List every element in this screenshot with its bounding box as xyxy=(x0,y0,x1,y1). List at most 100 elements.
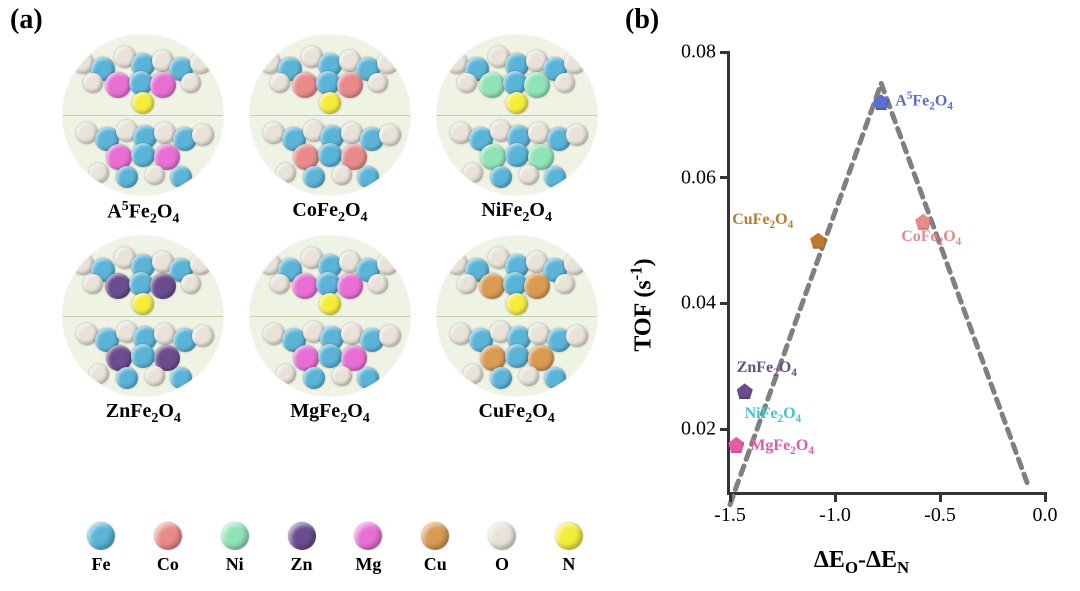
atom-o xyxy=(276,163,296,183)
atom-o xyxy=(519,165,539,185)
data-point-mgfe2o4 xyxy=(728,437,744,453)
atom-dopant xyxy=(524,72,550,98)
atom-fe xyxy=(544,166,566,188)
atom-dopant xyxy=(479,273,505,299)
atom-dopant xyxy=(479,72,505,98)
structure-nife2o4: NiFe2O4 xyxy=(427,35,607,228)
atom-fe xyxy=(503,272,527,296)
legend-item-co: Co xyxy=(137,522,199,575)
atom-o xyxy=(457,73,477,93)
structure-a5fe2o4: A5Fe2O4 xyxy=(53,35,233,228)
atom-fe xyxy=(490,367,512,389)
atom-fe xyxy=(116,166,138,188)
atom-dopant xyxy=(292,72,318,98)
legend-label: Co xyxy=(157,554,179,575)
atom-o xyxy=(276,364,296,384)
x-tick-label: -0.5 xyxy=(924,504,956,527)
atom-fe xyxy=(357,166,379,188)
atom-o xyxy=(190,52,212,74)
atom-n xyxy=(506,293,528,315)
data-point-label-mgfe2o4: MgFe2O4 xyxy=(750,437,814,457)
structure-label: CoFe2O4 xyxy=(292,199,367,226)
atom-fe xyxy=(505,344,529,368)
atom-o xyxy=(555,274,575,294)
y-tick-label: 0.04 xyxy=(681,292,716,315)
structure-cofe2o4: CoFe2O4 xyxy=(240,35,420,228)
data-point-label-a5fe2o4: A5Fe2O4 xyxy=(895,90,953,113)
atom-fe xyxy=(318,143,342,167)
atom-o xyxy=(192,325,214,347)
legend-label: Cu xyxy=(424,554,447,575)
structure-circle xyxy=(437,35,597,195)
atom-o xyxy=(181,73,201,93)
atom-o xyxy=(566,124,588,146)
atom-fe xyxy=(357,367,379,389)
structure-znfe2o4: ZnFe2O4 xyxy=(53,236,233,427)
legend-item-ni: Ni xyxy=(204,522,266,575)
x-tick xyxy=(729,492,732,502)
atom-fe xyxy=(116,367,138,389)
atom-o xyxy=(463,163,483,183)
legend-label: Zn xyxy=(291,554,313,575)
atom-o xyxy=(519,366,539,386)
atom-o xyxy=(564,253,586,275)
atom-n xyxy=(319,92,341,114)
atom-legend: FeCoNiZnMgCuON xyxy=(70,522,600,575)
legend-ball xyxy=(354,522,382,550)
legend-ball xyxy=(221,522,249,550)
x-axis-label: ΔEO-ΔEN xyxy=(814,547,909,578)
atom-o xyxy=(89,364,109,384)
atom-o xyxy=(145,165,165,185)
atom-dopant xyxy=(292,273,318,299)
atom-o xyxy=(377,253,399,275)
atom-o xyxy=(83,274,103,294)
legend-item-zn: Zn xyxy=(271,522,333,575)
legend-label: Ni xyxy=(226,554,244,575)
y-tick xyxy=(720,51,730,54)
y-tick xyxy=(720,302,730,305)
atom-o xyxy=(564,52,586,74)
atom-o xyxy=(332,165,352,185)
y-tick xyxy=(720,428,730,431)
legend-label: Fe xyxy=(92,554,111,575)
structure-circle xyxy=(63,35,223,195)
legend-ball xyxy=(555,522,583,550)
panel-b-label: (b) xyxy=(625,4,659,36)
atom-o xyxy=(368,274,388,294)
y-axis-label: TOF (s-1) xyxy=(627,258,658,351)
structure-label: NiFe2O4 xyxy=(481,199,552,226)
atom-n xyxy=(132,92,154,114)
y-tick-label: 0.06 xyxy=(681,166,716,189)
structure-mgfe2o4: MgFe2O4 xyxy=(240,236,420,427)
legend-item-cu: Cu xyxy=(404,522,466,575)
legend-ball xyxy=(154,522,182,550)
legend-label: N xyxy=(562,554,575,575)
legend-ball xyxy=(87,522,115,550)
atom-o xyxy=(463,364,483,384)
x-tick-label: 0.0 xyxy=(1033,504,1058,527)
atom-o xyxy=(379,325,401,347)
atom-dopant xyxy=(524,273,550,299)
y-tick xyxy=(720,176,730,179)
atom-dopant xyxy=(105,72,131,98)
structure-label: ZnFe2O4 xyxy=(106,400,181,427)
atom-fe xyxy=(170,166,192,188)
atom-fe xyxy=(131,143,155,167)
atom-o xyxy=(566,325,588,347)
data-point-znfe2o4 xyxy=(737,383,753,399)
atom-fe xyxy=(318,344,342,368)
atom-fe xyxy=(303,367,325,389)
atom-o xyxy=(192,124,214,146)
atom-n xyxy=(319,293,341,315)
plot-area: 0.020.040.060.08-1.5-1.0-0.50.0A5Fe2O4Cu… xyxy=(727,52,1045,495)
atom-o xyxy=(270,73,290,93)
atom-o xyxy=(190,253,212,275)
structure-label: CuFe2O4 xyxy=(479,400,555,427)
atom-o xyxy=(457,274,477,294)
legend-item-o: O xyxy=(471,522,533,575)
atom-fe xyxy=(131,344,155,368)
legend-label: O xyxy=(495,554,509,575)
atom-o xyxy=(83,73,103,93)
atom-dopant xyxy=(150,72,176,98)
atom-o xyxy=(181,274,201,294)
